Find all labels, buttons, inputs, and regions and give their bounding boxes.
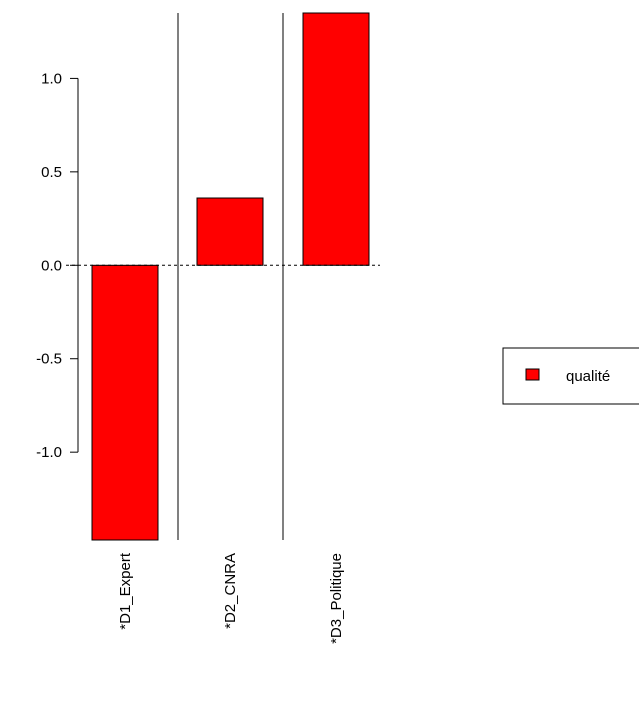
category-labels: *D1_Expert *D2_CNRA *D3_Politique [117, 552, 345, 644]
y-tick-label: 1.0 [41, 70, 62, 87]
bars [91, 12, 370, 541]
y-axis: 1.0 0.5 0.0 -0.5 -1.0 [36, 70, 79, 461]
bar-d1-expert [91, 264, 159, 541]
legend: qualité [502, 347, 639, 405]
category-label: *D3_Politique [328, 553, 345, 644]
y-tick-label: -1.0 [36, 444, 62, 461]
category-label: *D2_CNRA [222, 553, 239, 629]
y-tick-label: 0.5 [41, 164, 62, 181]
bar-d2-cnra [196, 197, 264, 266]
bar-d3-politique [302, 12, 370, 266]
y-tick-label: -0.5 [36, 351, 62, 368]
y-tick-label: 0.0 [41, 257, 62, 274]
category-separators [177, 13, 284, 540]
category-label: *D1_Expert [117, 552, 134, 630]
legend-label: qualité [566, 368, 610, 385]
legend-swatch [525, 368, 540, 381]
